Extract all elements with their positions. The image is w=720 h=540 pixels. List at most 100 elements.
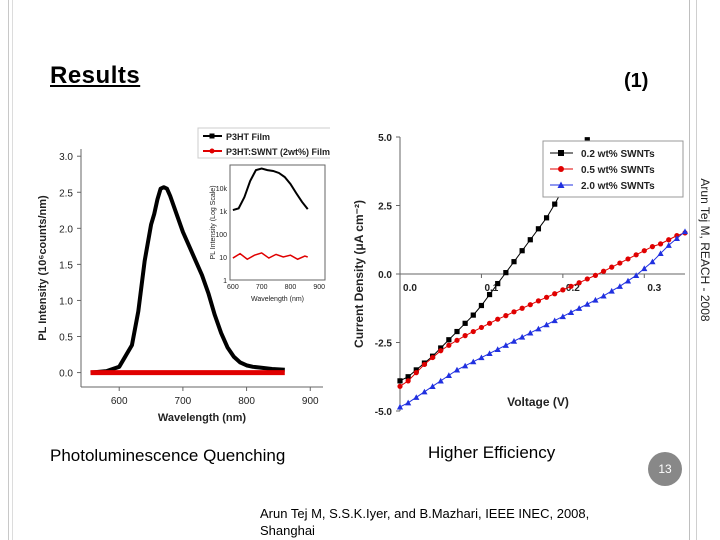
jv-series-2p0-point [405, 399, 412, 406]
jv-series-2p0-point [608, 287, 615, 294]
pl-inset-y-tick-label: 1k [220, 209, 228, 216]
pl-y-tick-label: 3.0 [59, 152, 73, 163]
jv-series-0p2-point [462, 320, 468, 326]
jv-series-0p5-point [560, 287, 566, 293]
jv-series-0p2-point [413, 367, 419, 373]
jv-series-2p0-point [396, 403, 404, 410]
pl-inset-series-swnt [232, 252, 308, 261]
jv-series-0p5-point [478, 324, 485, 331]
jv-series-2p0-point [567, 309, 575, 315]
pl-legend-label-swnt: P3HT:SWNT (2wt%) Film [226, 147, 330, 157]
pl-legend-marker-swnt [209, 148, 215, 154]
jv-series-0p5-point [421, 361, 428, 368]
jv-series-0p5-point [470, 328, 476, 335]
side-footer-text: Arun Tej M, REACH - 2008 [698, 178, 712, 322]
jv-series-0p5-point [446, 342, 452, 348]
pl-x-tick-label: 700 [175, 396, 192, 407]
jv-series-0p5-point [584, 276, 590, 282]
pl-inset-y-tick-label: 10 [219, 255, 227, 262]
jv-series-0p2-point [486, 291, 493, 298]
jv-chart: 5.0 2.5 0.0 -2.5 -5.0 0.0 0.1 0.2 0.3 Voltage (V)… [352, 133, 689, 418]
pl-y-tick-label: 1.0 [59, 296, 73, 307]
jv-series-0p2-point [519, 248, 525, 254]
pl-inset-y-axis-label: PL Intensity (Log Scale) [210, 185, 217, 259]
jv-legend-label: 2.0 wt% SWNTs [581, 181, 655, 192]
jv-series-0p5-point [552, 291, 558, 297]
jv-series-0p5-point [609, 264, 615, 270]
caption-efficiency: Higher Efficiency [428, 443, 556, 462]
jv-legend-marker [558, 150, 564, 156]
jv-y-tick-label: 5.0 [378, 133, 392, 144]
jv-series-0p2-point [552, 201, 558, 207]
pl-inset-frame [229, 164, 326, 281]
jv-y-tick-label: -2.5 [375, 339, 393, 350]
jv-series-0p5-point [633, 252, 639, 258]
jv-series-2p0-point [633, 272, 640, 278]
jv-series-2p0-point [616, 283, 623, 289]
jv-series-0p5-point [397, 383, 403, 389]
jv-series-2p0-point [657, 250, 664, 257]
jv-series-0p2-point [503, 270, 509, 276]
jv-series-0p2-point [535, 226, 542, 232]
pl-x-tick-label: 900 [302, 396, 319, 407]
jv-y-tick-label: -5.0 [375, 407, 393, 418]
jv-series-0p5-point [429, 354, 436, 361]
pl-inset-x-tick-label: 600 [227, 284, 239, 291]
pl-inset-x-axis-label: Wavelength (nm) [251, 296, 304, 303]
jv-series-0p2-point [511, 259, 517, 265]
jv-series-0p5-point [592, 272, 599, 278]
caption-photoluminescence: Photoluminescence Quenching [50, 446, 286, 465]
jv-series-2p0-point [673, 235, 680, 241]
jv-legend-marker [557, 181, 565, 188]
jv-series-0p2-point [446, 337, 452, 343]
jv-series-2p0-point [551, 317, 558, 324]
jv-series-0p5-point [405, 378, 411, 384]
jv-series-2p0-point [519, 333, 526, 340]
jv-series-0p2-point [454, 328, 460, 335]
pl-series-p3ht [90, 185, 285, 375]
jv-series-0p5-point [568, 283, 574, 289]
jv-series-0p5-point [438, 348, 444, 354]
slide-frame-line [12, 0, 13, 540]
jv-series-0p5-point [503, 313, 509, 319]
jv-x-axis-label: Voltage (V) [507, 395, 569, 409]
jv-series-0p2-point [405, 374, 411, 380]
jv-series-0p2-point [527, 237, 533, 243]
pl-x-tick-label: 800 [238, 396, 255, 407]
jv-series-0p5-point [576, 280, 582, 286]
jv-series-2p0-point [494, 346, 501, 352]
jv-series-2p0-point [535, 325, 542, 332]
pl-inset-y-tick-label: 100 [215, 232, 227, 239]
pl-x-axis-label: Wavelength (nm) [158, 412, 247, 424]
jv-series-0p5-point [462, 333, 468, 339]
jv-series-0p2-point [495, 280, 501, 287]
slide-title: Results [50, 62, 141, 89]
jv-series-2p0-point [649, 258, 656, 265]
pl-y-tick-label: 0.0 [59, 369, 73, 380]
pl-y-axis-label: PL Intensity (10⁶counts/nm) [37, 195, 49, 341]
jv-series-0p2-point [584, 137, 590, 143]
side-strip [689, 0, 720, 540]
jv-series-2p0-point [413, 394, 420, 400]
jv-series-0p5-point [486, 320, 493, 326]
jv-series-2p0-point [641, 265, 648, 272]
jv-series-2p0-point [543, 321, 550, 328]
jv-y-tick-label: 2.5 [378, 202, 392, 213]
pl-inset-x-tick-label: 700 [256, 284, 268, 291]
page-number-badge: 13 [648, 452, 682, 486]
jv-y-tick-label: 0.0 [378, 270, 392, 281]
jv-series-2p0-point [592, 296, 599, 303]
jv-series-0p5-point [527, 302, 533, 308]
pl-legend-label-p3ht: P3HT Film [226, 132, 270, 142]
pl-y-tick-label: 2.5 [59, 188, 73, 199]
jv-series-2p0-line [399, 231, 686, 408]
jv-series-2p0-point [437, 377, 444, 384]
jv-series-0p5-point [511, 309, 517, 315]
jv-x-tick-label: 0.1 [484, 283, 498, 294]
jv-series-0p5-point [657, 241, 664, 247]
jv-series-2p0-point [510, 338, 518, 344]
jv-legend-marker [558, 166, 564, 172]
jv-series-2p0-point [486, 350, 493, 357]
jv-series-0p5-point [600, 268, 607, 274]
pl-inset-x-tick-label: 900 [313, 284, 325, 291]
